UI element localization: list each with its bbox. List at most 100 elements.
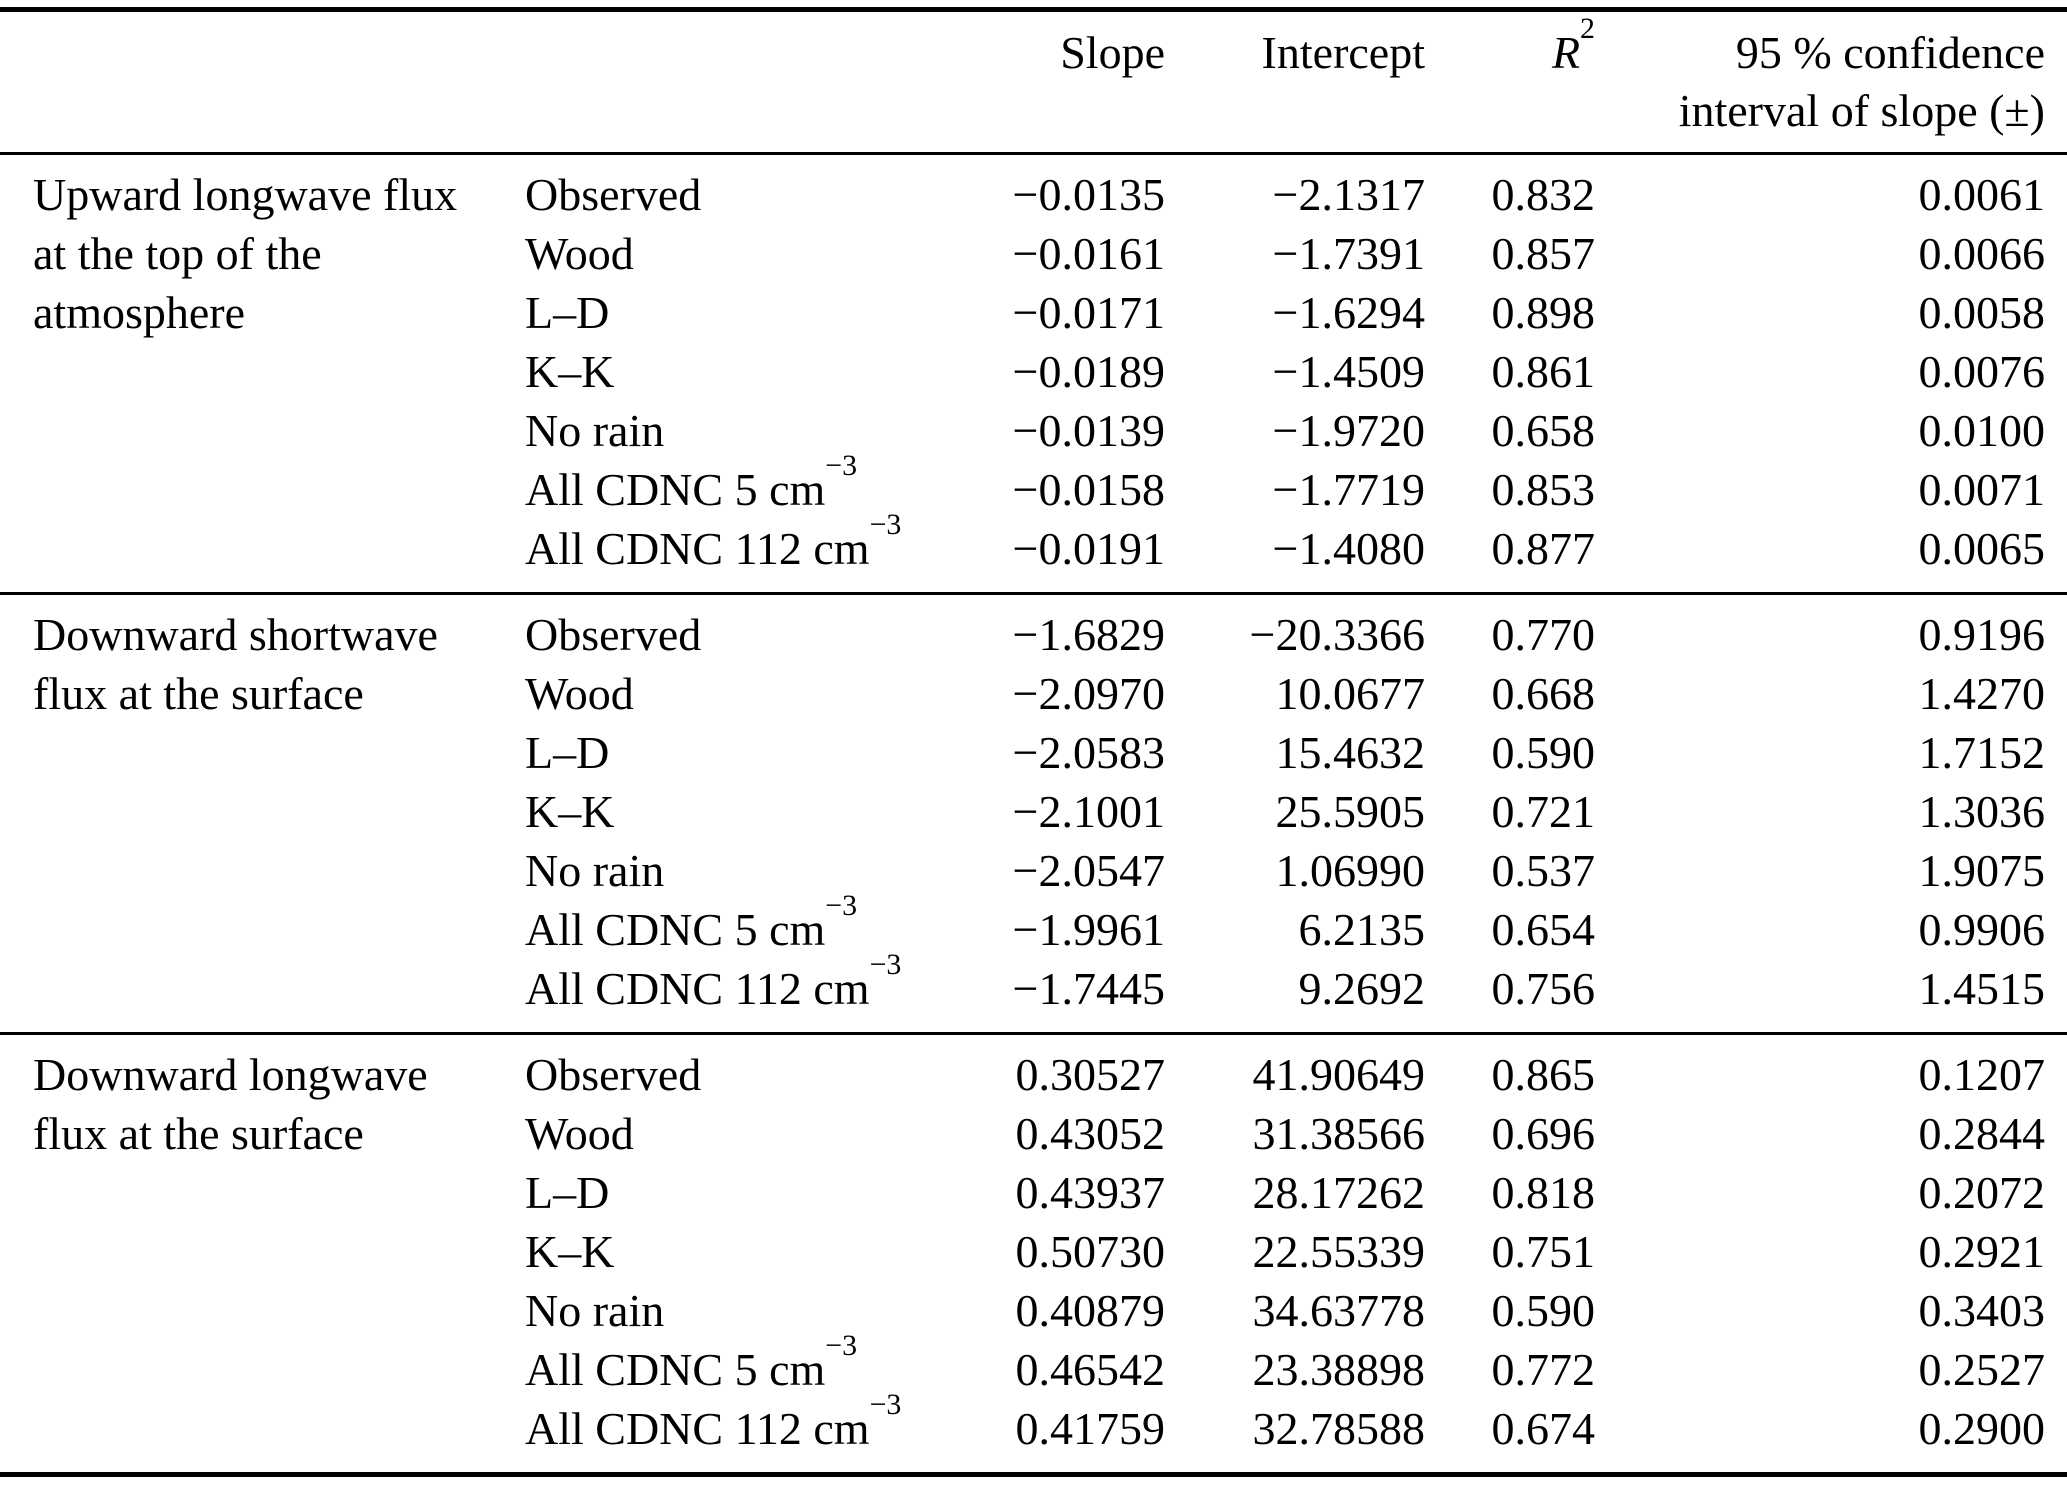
r2-value: 0.590 <box>1491 1285 1596 1336</box>
r2-value: 0.877 <box>1491 523 1596 574</box>
table-row: Downward longwave flux at the surface Ob… <box>0 1034 2067 1159</box>
ci-value: 0.3403 <box>1918 1285 2046 1336</box>
table-row: Wood −2.0970 10.0677 0.668 1.4270 <box>0 664 2067 723</box>
intercept-value: −2.1317 <box>1272 169 1425 220</box>
scenario-label: All CDNC 5 cm−3 <box>525 449 858 515</box>
intercept-value: 25.5905 <box>1275 786 1426 837</box>
table-row: All CDNC 5 cm−3 0.46542 23.38898 0.772 0… <box>0 1329 2067 1399</box>
table-row: L–D −2.0583 15.4632 0.590 1.7152 <box>0 723 2067 782</box>
scenario-label: No rain <box>525 405 665 456</box>
table-row: All CDNC 5 cm−3 −0.0158 −1.7719 0.853 0.… <box>0 449 2067 519</box>
ci-value: 1.9075 <box>1918 845 2046 896</box>
r2-value: 0.654 <box>1491 904 1596 955</box>
ci-value: 0.0061 <box>1918 169 2046 220</box>
ci-value: 0.0100 <box>1918 405 2046 456</box>
slope-value: 0.43052 <box>1015 1108 1166 1159</box>
r2-exponent: 2 <box>1580 12 1595 46</box>
intercept-value: 23.38898 <box>1252 1344 1426 1395</box>
ci-value: 0.0076 <box>1918 346 2046 397</box>
col-header-slope: Slope <box>1060 27 1165 78</box>
scenario-label: Wood <box>525 668 634 719</box>
table-row: K–K −2.1001 25.5905 0.721 1.3036 <box>0 782 2067 841</box>
scenario-label: All CDNC 112 cm−3 <box>525 948 902 1014</box>
section-upward-longwave-toa: Upward longwave flux at the top of the a… <box>0 154 2067 594</box>
table-row: No rain −2.0547 1.06990 0.537 1.9075 <box>0 841 2067 900</box>
table-row: All CDNC 112 cm−3 −1.7445 9.2692 0.756 1… <box>0 948 2067 1034</box>
table-row: All CDNC 5 cm−3 −1.9961 6.2135 0.654 0.9… <box>0 889 2067 959</box>
unit-exponent: −3 <box>869 508 902 542</box>
ci-value: 0.2844 <box>1918 1108 2046 1159</box>
ci-value: 0.2527 <box>1918 1344 2046 1395</box>
table-row: Upward longwave flux at the top of the a… <box>0 154 2067 338</box>
table-row: All CDNC 112 cm−3 −0.0191 −1.4080 0.877 … <box>0 510 2067 594</box>
unit-exponent: −3 <box>825 1329 858 1363</box>
ci-value: 1.4515 <box>1918 963 2046 1014</box>
r2-value: 0.770 <box>1491 609 1596 660</box>
scenario-label: L–D <box>525 1167 610 1218</box>
table-row: No rain −0.0139 −1.9720 0.658 0.0100 <box>0 401 2067 460</box>
scenario-label: L–D <box>525 727 610 778</box>
intercept-value: −1.4509 <box>1272 346 1425 397</box>
intercept-value: 22.55339 <box>1252 1226 1426 1277</box>
intercept-value: −20.3366 <box>1249 609 1425 660</box>
ci-value: 0.1207 <box>1918 1049 2046 1100</box>
scenario-label: Observed <box>525 169 702 220</box>
table-row: All CDNC 112 cm−3 0.41759 32.78588 0.674… <box>0 1388 2067 1475</box>
slope-value: −0.0161 <box>1012 228 1165 279</box>
slope-value: −0.0189 <box>1012 346 1165 397</box>
scenario-label: K–K <box>525 346 615 397</box>
intercept-value: −1.7719 <box>1272 464 1425 515</box>
col-header-confidence-interval: 95 % confidence interval of slope (±) <box>1678 27 2045 136</box>
header-spacer-flux <box>0 10 495 154</box>
ci-value: 0.0058 <box>1918 287 2046 338</box>
unit-exponent: −3 <box>825 889 858 923</box>
intercept-value: −1.6294 <box>1272 287 1425 338</box>
r2-value: 0.898 <box>1491 287 1596 338</box>
scenario-label: All CDNC 5 cm−3 <box>525 889 858 955</box>
ci-value: 0.2900 <box>1918 1403 2046 1454</box>
r2-value: 0.756 <box>1491 963 1596 1014</box>
ci-value: 0.2921 <box>1918 1226 2046 1277</box>
intercept-value: 15.4632 <box>1275 727 1426 778</box>
table-header: Slope Intercept R2 95 % confidence inter… <box>0 10 2067 154</box>
r2-value: 0.696 <box>1491 1108 1596 1159</box>
r2-symbol: R <box>1551 27 1581 78</box>
header-row: Slope Intercept R2 95 % confidence inter… <box>0 10 2067 154</box>
regression-stats-table: Slope Intercept R2 95 % confidence inter… <box>0 7 2067 1477</box>
table-row: K–K −0.0189 −1.4509 0.861 0.0076 <box>0 342 2067 401</box>
intercept-value: 1.06990 <box>1275 845 1426 896</box>
intercept-value: 34.63778 <box>1252 1285 1426 1336</box>
table-row: Wood −0.0161 −1.7391 0.857 0.0066 <box>0 224 2067 283</box>
table-row: Wood 0.43052 31.38566 0.696 0.2844 <box>0 1104 2067 1163</box>
intercept-value: 28.17262 <box>1252 1167 1426 1218</box>
col-header-r2: R2 <box>1425 10 1595 154</box>
scenario-label: Observed <box>525 1049 702 1100</box>
slope-value: −0.0191 <box>1012 523 1165 574</box>
table-row: L–D 0.43937 28.17262 0.818 0.2072 <box>0 1163 2067 1222</box>
intercept-value: 32.78588 <box>1252 1403 1426 1454</box>
slope-value: −1.9961 <box>1012 904 1165 955</box>
scenario-label: Observed <box>525 609 702 660</box>
slope-value: −2.0583 <box>1012 727 1165 778</box>
intercept-value: −1.9720 <box>1272 405 1425 456</box>
slope-value: −2.0970 <box>1012 668 1165 719</box>
ci-value: 0.0066 <box>1918 228 2046 279</box>
scenario-label: All CDNC 5 cm−3 <box>525 1329 858 1395</box>
slope-value: 0.46542 <box>1015 1344 1166 1395</box>
scenario-label: K–K <box>525 1226 615 1277</box>
flux-category-label: Downward longwave flux at the surface <box>33 1049 428 1159</box>
scenario-label: Wood <box>525 228 634 279</box>
col-header-intercept: Intercept <box>1261 27 1425 78</box>
flux-category-label: Downward shortwave flux at the surface <box>33 609 438 719</box>
slope-value: −2.0547 <box>1012 845 1165 896</box>
slope-value: −1.6829 <box>1012 609 1165 660</box>
table-row: K–K 0.50730 22.55339 0.751 0.2921 <box>0 1222 2067 1281</box>
r2-value: 0.857 <box>1491 228 1596 279</box>
intercept-value: 41.90649 <box>1252 1049 1426 1100</box>
slope-value: 0.43937 <box>1015 1167 1166 1218</box>
ci-value: 1.3036 <box>1918 786 2046 837</box>
r2-value: 0.674 <box>1491 1403 1596 1454</box>
scenario-label: All CDNC 112 cm−3 <box>525 1388 902 1454</box>
slope-value: 0.50730 <box>1015 1226 1166 1277</box>
